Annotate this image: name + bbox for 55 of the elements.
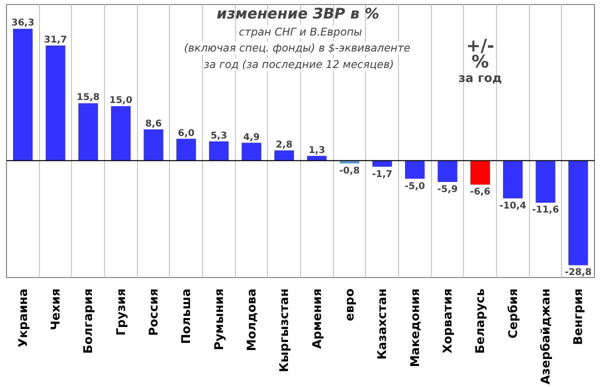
data-label: 6,0 bbox=[178, 128, 195, 139]
bar bbox=[46, 45, 66, 161]
x-tick-label: Болгария bbox=[81, 288, 96, 354]
x-tick-label: евро bbox=[342, 288, 356, 322]
data-label: 15,8 bbox=[76, 92, 100, 104]
bar bbox=[470, 160, 490, 185]
data-label: 8,6 bbox=[145, 118, 162, 130]
bar bbox=[111, 106, 131, 161]
x-tick-label: Грузия bbox=[114, 288, 128, 336]
x-tick-label: Сербия bbox=[506, 288, 520, 339]
bar bbox=[209, 141, 229, 161]
bar bbox=[536, 160, 556, 203]
x-tick-label: Македония bbox=[408, 288, 422, 368]
x-tick-label: Чехия bbox=[48, 288, 62, 330]
x-tick-label: Казахстан bbox=[375, 288, 390, 360]
data-label: 31,7 bbox=[44, 34, 68, 46]
bar bbox=[13, 28, 33, 161]
bar bbox=[78, 103, 98, 161]
bar bbox=[242, 142, 262, 161]
text: стран СНГ и В.Европы (включая спец. фонды) в $-эквиваленте за год (за последние 12 месяцев) bbox=[184, 25, 411, 72]
bar bbox=[503, 160, 523, 198]
data-label: -1,7 bbox=[372, 168, 392, 180]
bar bbox=[274, 150, 294, 161]
bar bbox=[438, 160, 458, 182]
x-tick-label: Россия bbox=[146, 288, 160, 336]
data-label: -5,0 bbox=[404, 180, 426, 192]
data-label: -6,6 bbox=[470, 186, 490, 198]
data-label: -11,6 bbox=[532, 204, 559, 216]
x-tick-label: Румыния bbox=[212, 288, 226, 350]
x-tick-label: Украина bbox=[16, 288, 30, 348]
annotation: +/- % за год bbox=[458, 36, 502, 85]
data-label: 36,3 bbox=[11, 18, 34, 29]
chart-title: изменение ЗВР в % bbox=[216, 6, 380, 23]
x-tick-label: Армения bbox=[310, 288, 324, 349]
bar bbox=[144, 129, 164, 161]
x-tick-label: Азербайджан bbox=[538, 288, 552, 384]
x-tick-label: Беларусь bbox=[473, 288, 488, 354]
x-tick-label: Кыргызстан bbox=[277, 288, 292, 372]
data-label: 2,8 bbox=[276, 139, 292, 150]
bar bbox=[568, 160, 588, 266]
x-tick-label: Хорватия bbox=[440, 288, 454, 354]
data-label: 1,3 bbox=[308, 144, 326, 156]
x-tick-label: Венгрия bbox=[571, 288, 586, 346]
data-label: -10,4 bbox=[499, 200, 527, 212]
data-label: -5,9 bbox=[437, 184, 458, 196]
data-label: 5,3 bbox=[210, 130, 228, 142]
bar bbox=[176, 138, 196, 161]
data-label: -0,8 bbox=[339, 166, 360, 177]
x-tick-label: Молдова bbox=[244, 288, 258, 352]
data-label: 4,9 bbox=[243, 132, 260, 143]
x-tick-label: Польша bbox=[179, 288, 194, 344]
data-label: 15,0 bbox=[109, 95, 133, 106]
bar bbox=[372, 160, 392, 167]
bar bbox=[405, 160, 425, 179]
data-label: -28,8 bbox=[564, 267, 592, 278]
